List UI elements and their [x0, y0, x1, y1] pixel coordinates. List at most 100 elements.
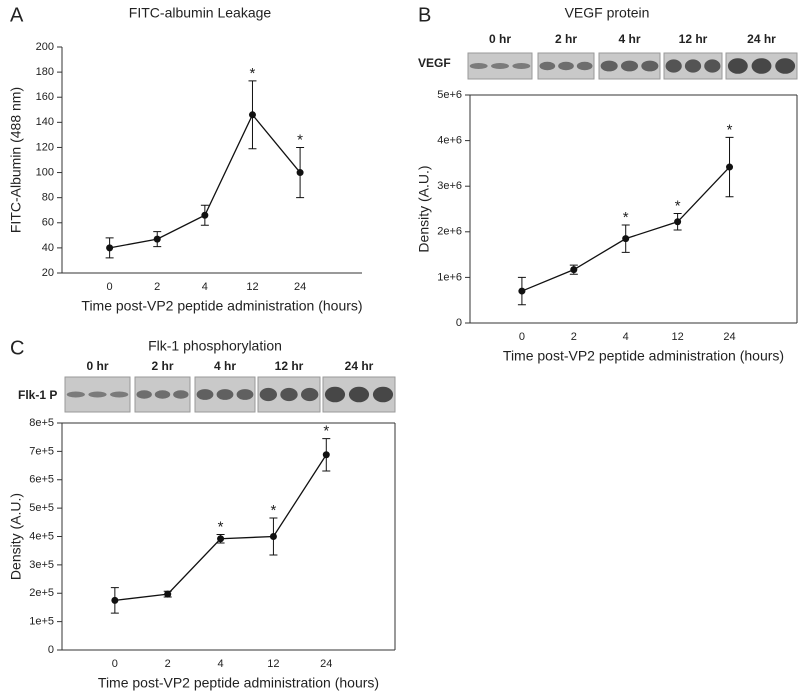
blot-band [280, 387, 298, 402]
y-tick-label: 140 [36, 116, 54, 128]
x-tick-label: 12 [267, 658, 279, 670]
blot-band [259, 387, 278, 402]
y-tick-label: 160 [36, 91, 54, 103]
significance-marker: * [218, 518, 224, 535]
x-tick-label: 12 [671, 331, 683, 343]
x-axis-label: Time post-VP2 peptide administration (ho… [81, 298, 362, 314]
x-tick-label: 4 [623, 331, 629, 343]
blot-band [110, 391, 129, 398]
y-tick-label: 0 [48, 644, 54, 656]
blot-band [196, 389, 214, 400]
data-point [726, 163, 734, 171]
data-point [518, 287, 526, 295]
data-point [153, 235, 161, 243]
blot-band [512, 63, 531, 69]
significance-marker: * [727, 121, 733, 138]
y-tick-label: 4e+6 [437, 135, 462, 147]
panel-letter: C [10, 337, 24, 359]
data-point [269, 533, 277, 540]
blot-lane-label: 4 hr [618, 32, 640, 46]
y-tick-label: 80 [42, 192, 54, 204]
x-tick-label: 2 [571, 331, 577, 343]
y-tick-label: 8e+5 [29, 417, 54, 429]
blot-lane-label: 4 hr [214, 359, 236, 373]
y-tick-label: 100 [36, 166, 54, 178]
blot-band [727, 58, 748, 74]
blot-band [641, 60, 659, 72]
blot-lane-label: 2 hr [151, 359, 173, 373]
panel-letter: A [10, 4, 24, 26]
blot-band [576, 61, 593, 71]
y-tick-label: 3e+5 [29, 559, 54, 571]
blot-band [236, 389, 254, 400]
y-tick-label: 20 [42, 267, 54, 279]
blot-band [300, 387, 319, 402]
x-tick-label: 24 [320, 658, 332, 670]
y-tick-label: 3e+6 [437, 180, 462, 192]
blot-label: VEGF [418, 56, 451, 70]
blot-band [173, 390, 189, 399]
blot-band [469, 63, 488, 69]
blot-lane-label: 12 hr [679, 32, 708, 46]
y-tick-label: 180 [36, 66, 54, 78]
blot-band [704, 59, 721, 73]
blot-band [558, 61, 574, 71]
blot-lane-label: 24 hr [747, 32, 776, 46]
y-axis-label: Density (A.U.) [8, 493, 24, 580]
x-tick-label: 0 [112, 658, 118, 670]
y-tick-label: 5e+6 [437, 89, 462, 101]
x-tick-label: 4 [202, 281, 208, 293]
series-line [109, 113, 301, 249]
y-tick-label: 60 [42, 217, 54, 229]
blot-band [372, 386, 394, 403]
y-tick-label: 0 [456, 317, 462, 329]
blot-lane-label: 0 hr [86, 359, 108, 373]
data-point [111, 596, 119, 604]
blot-band [600, 60, 618, 72]
data-point [248, 111, 256, 119]
significance-marker: * [297, 131, 303, 148]
x-tick-label: 2 [154, 281, 160, 293]
y-axis-label: FITC-Albumin (488 nm) [8, 87, 24, 233]
blot-band [665, 59, 682, 73]
x-tick-label: 0 [519, 331, 525, 343]
y-axis-label: Density (A.U.) [416, 165, 432, 252]
blot-band [620, 60, 639, 72]
x-tick-label: 24 [294, 281, 306, 293]
significance-marker: * [271, 502, 277, 519]
blot-band [491, 63, 509, 69]
blot-band [775, 58, 796, 74]
data-point [217, 535, 225, 543]
y-tick-label: 1e+5 [29, 616, 54, 628]
data-point [674, 218, 682, 226]
blot-lane-label: 0 hr [489, 32, 511, 46]
x-tick-label: 12 [246, 281, 258, 293]
blot-band [751, 58, 772, 74]
blot-band [66, 391, 85, 398]
y-tick-label: 4e+5 [29, 530, 54, 542]
chart-title: VEGF protein [565, 5, 650, 21]
significance-marker: * [623, 209, 629, 226]
panel-letter: B [418, 4, 431, 26]
x-axis-label: Time post-VP2 peptide administration (ho… [98, 675, 379, 691]
blot-band [684, 59, 702, 73]
blot-band [348, 386, 370, 403]
y-tick-label: 1e+6 [437, 271, 462, 283]
y-tick-label: 200 [36, 41, 54, 53]
data-point [570, 266, 578, 274]
x-tick-label: 2 [165, 658, 171, 670]
y-tick-label: 120 [36, 141, 54, 153]
blot-band [88, 391, 107, 398]
y-tick-label: 6e+5 [29, 474, 54, 486]
x-tick-label: 4 [218, 658, 224, 670]
y-tick-label: 5e+5 [29, 502, 54, 514]
data-point [106, 244, 114, 252]
data-point [622, 235, 630, 243]
blot-lane-label: 24 hr [345, 359, 374, 373]
y-tick-label: 7e+5 [29, 445, 54, 457]
chart-title: FITC-albumin Leakage [129, 5, 272, 21]
y-tick-label: 2e+6 [437, 226, 462, 238]
blot-band [136, 390, 152, 399]
